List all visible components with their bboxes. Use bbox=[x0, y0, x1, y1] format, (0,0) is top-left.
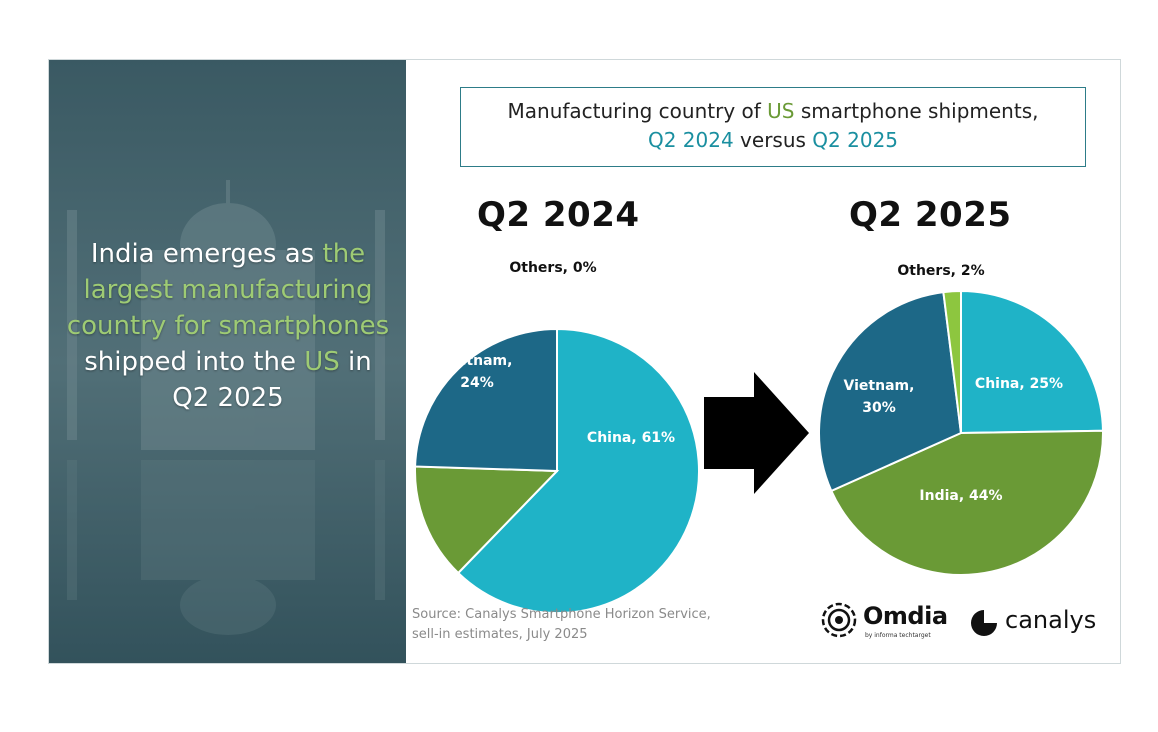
source-line1: Source: Canalys Smartphone Horizon Servi… bbox=[412, 607, 711, 622]
pie-label-others: Others, 2% bbox=[897, 263, 984, 279]
headline-part1: India emerges as bbox=[90, 239, 323, 269]
headline-part3: shipped into the bbox=[84, 347, 305, 377]
headline-us: US bbox=[304, 347, 340, 377]
pie-slice-vietnam bbox=[818, 290, 963, 493]
pie-label-vietnam: Vietnam, 24% bbox=[442, 353, 513, 391]
chart-title-box: Manufacturing country of US smartphone s… bbox=[460, 87, 1086, 167]
pie-slice-others bbox=[942, 289, 962, 434]
pie-2024-title: Q2 2024 bbox=[477, 195, 640, 235]
chart-title-line1: Manufacturing country of US smartphone s… bbox=[461, 97, 1085, 126]
pie-slice-india bbox=[414, 465, 560, 575]
omdia-logo: Omdia by informa techtarget bbox=[819, 600, 959, 640]
canalys-wordmark: canalys bbox=[1005, 606, 1097, 634]
pie-label-china: China, 61% bbox=[587, 430, 675, 446]
source-line2: sell-in estimates, July 2025 bbox=[412, 627, 588, 642]
canalys-logo: canalys bbox=[967, 604, 1107, 640]
pie-slice-india bbox=[830, 429, 1104, 576]
infographic-card: India emerges as the largest manufacturi… bbox=[48, 59, 1121, 664]
canalys-mark-icon bbox=[971, 610, 997, 636]
pie-2025-title: Q2 2025 bbox=[849, 195, 1012, 235]
headline-part5: in Q2 2025 bbox=[172, 347, 372, 413]
pie-label-vietnam: Vietnam, 30% bbox=[844, 378, 915, 416]
pie-label-china: China, 25% bbox=[975, 376, 1063, 392]
omdia-wordmark: Omdia bbox=[863, 602, 948, 630]
title-text-a: Manufacturing country of bbox=[507, 99, 768, 123]
omdia-subtitle: by informa techtarget bbox=[865, 632, 931, 639]
pie-label-india: India, 44% bbox=[919, 488, 1002, 504]
headline: India emerges as the largest manufacturi… bbox=[63, 236, 393, 416]
pie-slice-china bbox=[960, 289, 1104, 435]
pie-q2-2024: China, 61%India, 13%Vietnam,24%Others, 0… bbox=[414, 260, 700, 614]
omdia-mark-icon bbox=[821, 602, 857, 638]
title-us: US bbox=[767, 99, 795, 123]
arrow-icon bbox=[704, 372, 809, 494]
chart-title-line2: Q2 2024 versus Q2 2025 bbox=[461, 126, 1085, 155]
pie-label-others: Others, 0% bbox=[509, 260, 596, 276]
headline-highlight: the largest manufacturing country for sm… bbox=[66, 239, 390, 341]
side-panel: India emerges as the largest manufacturi… bbox=[49, 60, 406, 663]
title-q2-2025: Q2 2025 bbox=[812, 128, 899, 152]
pie-slice-china bbox=[456, 327, 700, 614]
title-text-c: smartphone shipments, bbox=[794, 99, 1039, 123]
source-note: Source: Canalys Smartphone Horizon Servi… bbox=[412, 605, 752, 645]
pie-q2-2025: China, 25% India, 44% Vietnam, 30% Others, 2… bbox=[818, 263, 1104, 576]
pie-charts: China, 61%India, 13%Vietnam,24%Others, 0… bbox=[414, 260, 1104, 614]
pie-slice-vietnam bbox=[414, 327, 558, 473]
title-q2-2024: Q2 2024 bbox=[647, 128, 734, 152]
title-versus: versus bbox=[733, 128, 813, 152]
taj-mahal-background-image bbox=[49, 60, 406, 663]
